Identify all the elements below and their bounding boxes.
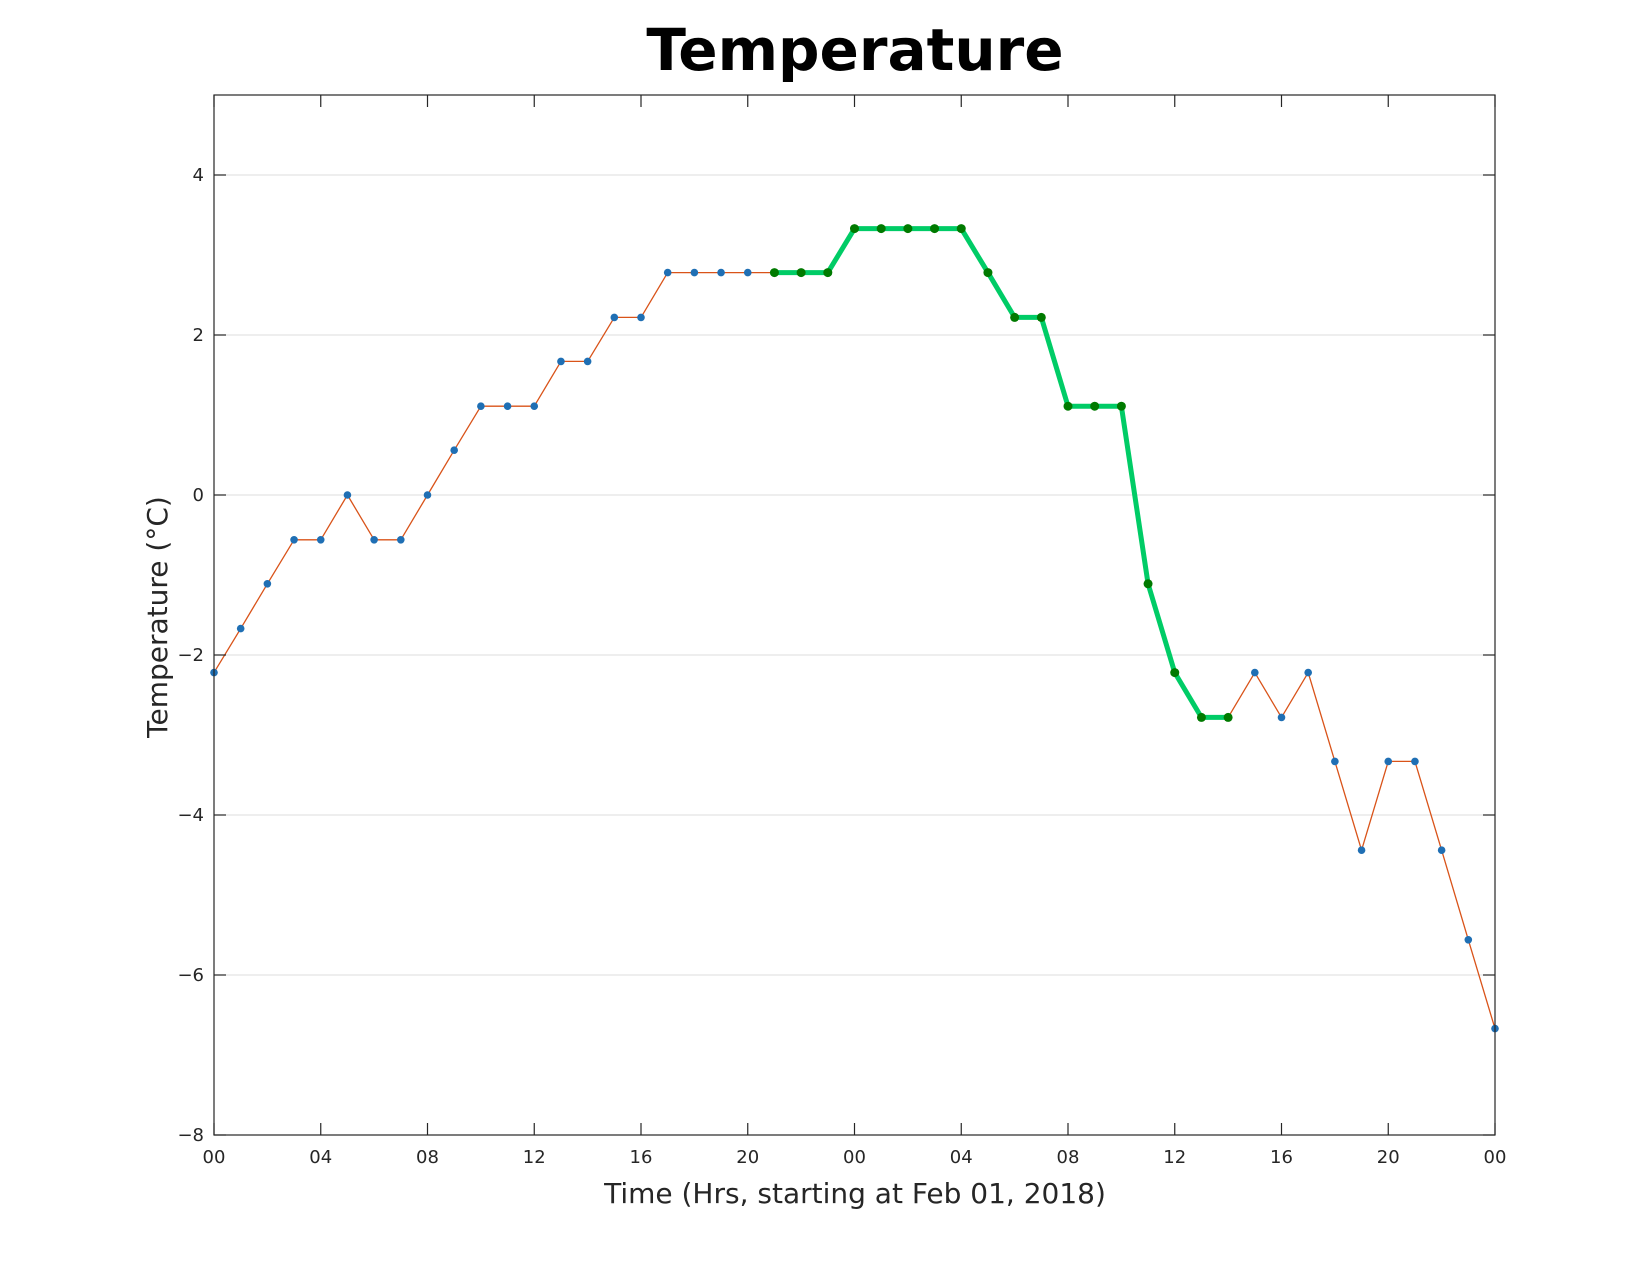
data-point — [983, 268, 993, 278]
data-point — [743, 268, 752, 277]
data-point — [1090, 401, 1100, 411]
x-tick-label: 12 — [1163, 1147, 1186, 1168]
x-tick-label: 00 — [203, 1147, 226, 1168]
chart-title: Temperature — [646, 16, 1063, 84]
series-line — [213, 227, 1496, 1030]
data-point — [1223, 712, 1233, 722]
x-axis-label: Time (Hrs, starting at Feb 01, 2018) — [603, 1177, 1106, 1210]
x-tick-label: 12 — [523, 1147, 546, 1168]
data-point — [557, 357, 565, 366]
data-point — [530, 402, 539, 411]
data-point — [316, 536, 325, 544]
data-point — [1036, 312, 1046, 322]
data-point — [583, 357, 592, 366]
data-point — [956, 224, 966, 234]
y-tick-label: −2 — [177, 645, 204, 666]
data-point — [1116, 401, 1126, 411]
y-tick-label: −6 — [177, 965, 204, 986]
data-point — [876, 224, 886, 234]
data-point — [343, 491, 352, 499]
data-point — [690, 268, 699, 277]
x-tick-label: 16 — [630, 1147, 653, 1168]
series-layer — [210, 224, 1499, 1033]
data-point — [1277, 713, 1286, 722]
data-point — [717, 268, 725, 277]
data-point — [1304, 668, 1312, 677]
data-point — [610, 313, 619, 322]
y-tick-label: 4 — [193, 165, 204, 186]
series-1 — [769, 224, 1233, 722]
data-point — [637, 313, 645, 322]
data-point — [263, 580, 272, 588]
data-point — [850, 224, 859, 234]
data-point — [1464, 936, 1473, 944]
data-point — [1010, 312, 1020, 322]
y-tick-label: −4 — [177, 805, 204, 826]
data-point — [903, 224, 913, 234]
gridlines — [214, 174, 1495, 976]
x-tick-label: 04 — [309, 1147, 332, 1168]
data-point — [503, 402, 512, 411]
x-tick-label: 04 — [950, 1147, 973, 1168]
y-tick-label: −8 — [177, 1125, 204, 1146]
y-axis-label: Temperature (°C) — [141, 496, 174, 739]
data-point — [1196, 712, 1206, 722]
plot-frame — [213, 94, 1496, 1136]
data-point — [796, 268, 806, 278]
data-point — [450, 446, 458, 455]
data-point — [477, 402, 485, 411]
data-point — [1357, 846, 1366, 854]
y-tick-label: 2 — [193, 325, 204, 346]
x-tick-label: 00 — [843, 1147, 866, 1168]
data-point — [370, 536, 378, 544]
data-point — [236, 624, 245, 633]
data-point — [397, 536, 405, 544]
data-point — [1331, 757, 1339, 766]
data-point — [1063, 401, 1073, 411]
x-tick-label: 08 — [416, 1147, 439, 1168]
axis-ticks: −8 −6 −4 −2 0 2 4 00 04 08 12 16 20 00 04 08 12 16 20 00 — [177, 95, 1506, 1168]
series-0 — [210, 224, 1499, 1033]
data-point — [1170, 668, 1180, 678]
data-point — [1437, 846, 1446, 854]
data-point — [290, 536, 298, 544]
series-line — [771, 226, 1231, 720]
data-point — [1384, 757, 1393, 766]
x-tick-label: 00 — [1484, 1147, 1507, 1168]
data-point — [423, 491, 432, 499]
data-point — [1143, 579, 1153, 589]
x-tick-label: 20 — [736, 1147, 759, 1168]
data-point — [930, 224, 940, 234]
x-tick-label: 20 — [1377, 1147, 1400, 1168]
data-point — [663, 268, 672, 277]
data-point — [769, 268, 779, 278]
data-point — [1251, 668, 1259, 677]
x-tick-label: 16 — [1270, 1147, 1293, 1168]
y-tick-label: 0 — [193, 485, 204, 506]
data-point — [823, 268, 833, 278]
x-tick-label: 08 — [1057, 1147, 1080, 1168]
data-point — [1411, 757, 1419, 766]
